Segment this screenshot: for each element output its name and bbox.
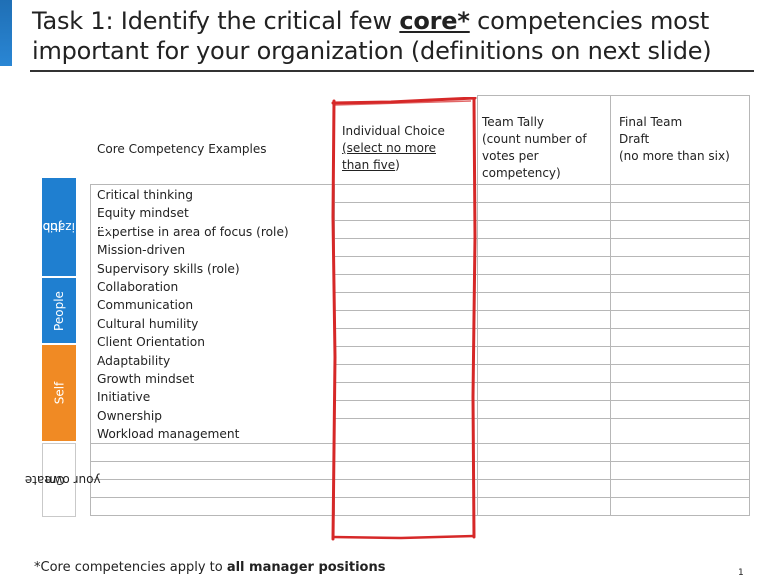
list-item: Adaptability <box>97 353 171 368</box>
list-item: Critical thinking <box>97 188 194 202</box>
header-individual-choice: Individual Choice (select no more than f… <box>342 124 445 172</box>
list-item: Equity mindset <box>97 206 189 221</box>
list-item: Cultural humility <box>97 316 199 331</box>
list-item: Communication <box>97 298 194 313</box>
page-title: Task 1: Identify the critical few core* … <box>32 7 712 65</box>
competency-table <box>90 95 750 518</box>
list-item: Initiative <box>97 390 151 405</box>
list-item: Supervisory skills (role) <box>97 261 240 276</box>
category-self: Self <box>42 345 76 441</box>
corner-accent-bar <box>0 0 12 66</box>
competency-list: Critical thinking Equity mindset Experti… <box>97 186 327 444</box>
list-item: Growth mindset <box>97 372 195 387</box>
header-team-tally: Team Tally (count number of votes per co… <box>482 115 587 180</box>
footnote: *Core competencies apply to all manager … <box>34 560 386 575</box>
list-item: Expertise in area of focus (role) <box>97 224 289 239</box>
title-emphasis: core* <box>399 7 470 35</box>
category-job-organization: Job & Organization <box>29 178 111 276</box>
list-item: Workload management <box>97 427 240 442</box>
list-item: Client Orientation <box>97 335 205 350</box>
category-people: People <box>42 278 76 343</box>
title-underline-rule <box>30 70 754 72</box>
header-final-team-draft: Final Team Draft (no more than six) <box>619 115 730 163</box>
list-item: Collaboration <box>97 280 179 295</box>
list-item: Mission-driven <box>97 243 186 258</box>
header-core-competency-examples: Core Competency Examples <box>97 142 267 156</box>
category-create-your-own: Create your own <box>25 443 101 517</box>
list-item: Ownership <box>97 408 162 423</box>
page-number: 1 <box>738 568 744 578</box>
